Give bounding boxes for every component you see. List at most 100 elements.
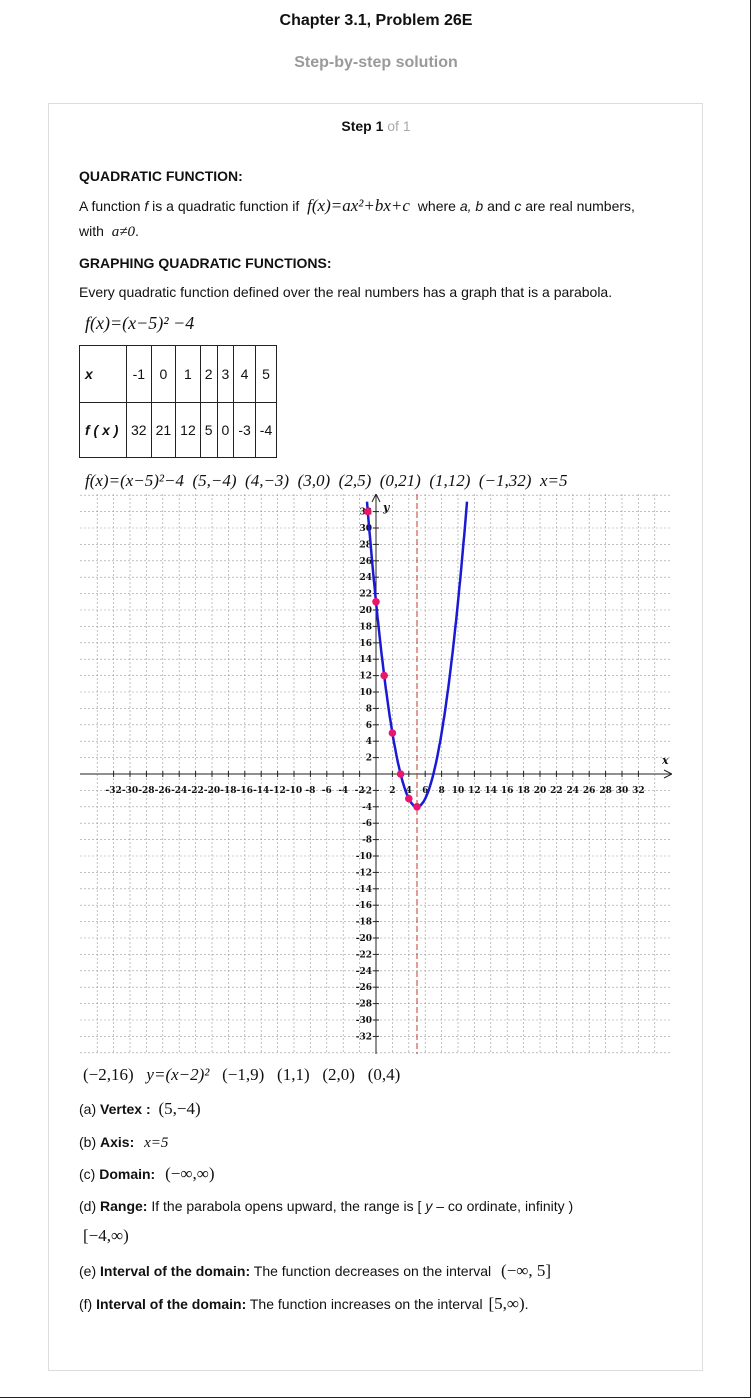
- range-text-y: y: [425, 1198, 433, 1214]
- answer-text: The function increases on the interval: [249, 1296, 483, 1312]
- answer-decreasing: (e) Interval of the domain: The function…: [79, 1262, 551, 1280]
- x-tick-label: -6: [322, 786, 332, 796]
- x-tick-label: -14: [253, 786, 269, 796]
- solution-card: [48, 103, 703, 1371]
- y-tick-label: -14: [356, 885, 372, 895]
- answer-prefix: (b): [79, 1134, 97, 1150]
- answer-prefix: (e): [79, 1263, 97, 1279]
- values-table: x -1 0 1 2 3 4 5 f ( x ) 32 21 12 5 0 -3…: [79, 345, 278, 458]
- table-cell: 5: [254, 345, 278, 403]
- caption-axis: x=5: [539, 471, 568, 490]
- answer-value: [5,∞): [488, 1294, 525, 1313]
- table-cell: 0: [150, 345, 177, 403]
- table-cell: 21: [150, 402, 177, 458]
- answer-prefix: (f): [79, 1296, 93, 1312]
- data-point: [405, 794, 413, 803]
- caption-point: (−1,9): [222, 1065, 265, 1084]
- heading-quadratic-function: QUADRATIC FUNCTION:: [79, 168, 243, 184]
- answer-label: Interval of the domain:: [100, 1263, 251, 1279]
- caption-point: (2,0): [322, 1065, 355, 1084]
- y-tick-label: 16: [359, 639, 372, 649]
- data-point: [396, 770, 405, 778]
- parabola-graph: -32 -30 -28 -26 -24 -22 -20 -18 -16 -14 -12 -10 -8 -6…: [80, 494, 672, 1054]
- y-tick-label: -20: [356, 934, 372, 944]
- definition-line-1: A function f is a quadratic function if …: [79, 197, 635, 215]
- parabola-curve: [365, 501, 469, 809]
- x-tick-label: 6: [422, 786, 428, 796]
- answer-prefix: (a): [79, 1101, 97, 1117]
- range-text: If the parabola opens upward, the range …: [151, 1198, 422, 1214]
- definition-and: and: [487, 198, 511, 214]
- heading-graphing: GRAPHING QUADRATIC FUNCTIONS:: [79, 255, 332, 271]
- x-tick-label: -2: [355, 786, 365, 796]
- answer-prefix: (d): [79, 1198, 97, 1214]
- x-tick-label: -16: [237, 786, 253, 796]
- data-point: [372, 598, 380, 606]
- answer-label: Interval of the domain:: [96, 1296, 247, 1312]
- y-tick-label: -26: [356, 983, 372, 993]
- y-tick-label: 24: [359, 573, 372, 583]
- x-tick-label: -20: [204, 786, 220, 796]
- range-text-2: – co ordinate, infinity ): [436, 1198, 574, 1214]
- definition-vars: a, b: [459, 198, 484, 214]
- general-form-formula: f(x)=ax²+bx+c: [307, 196, 410, 215]
- caption-point: (4,−3): [245, 471, 290, 490]
- solution-subtitle: Step-by-step solution: [294, 54, 458, 71]
- x-tick-label: 14: [485, 786, 498, 796]
- answer-range: (d) Range: If the parabola opens upward,…: [79, 1197, 573, 1215]
- y-tick-label: 2: [366, 754, 372, 764]
- graph-caption: f(x)=(x−5)²−4 (5,−4) (4,−3) (3,0) (2,5) …: [85, 472, 567, 490]
- table-cell: 5: [199, 402, 218, 458]
- definition-text: A function: [79, 198, 141, 214]
- answer-label: Range:: [100, 1198, 148, 1214]
- x-tick-label: -30: [122, 786, 138, 796]
- table-header-x: x: [79, 345, 127, 403]
- chapter-title: Chapter 3.1, Problem 26E: [279, 12, 473, 29]
- caption-point: (5,−4): [192, 471, 237, 490]
- table-row: x -1 0 1 2 3 4 5: [79, 345, 278, 403]
- x-tick-label: -24: [171, 786, 187, 796]
- y-tick-label: -30: [356, 1016, 372, 1026]
- answer-label: Vertex :: [100, 1101, 151, 1117]
- definition-end: are real numbers,: [525, 198, 635, 214]
- x-tick-label: -26: [155, 786, 171, 796]
- table-cell: 3: [216, 345, 235, 403]
- table-cell: 2: [199, 345, 218, 403]
- answer-value: (−∞,∞): [165, 1164, 215, 1183]
- x-axis-arrow: [663, 769, 672, 779]
- definition-with: with: [79, 223, 104, 239]
- range-value: [−4,∞): [83, 1226, 129, 1245]
- caption-point: (−2,16): [83, 1065, 134, 1084]
- x-tick-label: 2: [389, 786, 395, 796]
- y-tick-label: 18: [359, 622, 372, 632]
- y-tick-label: 26: [359, 557, 372, 567]
- bottom-caption: (−2,16) y=(x−2)² (−1,9) (1,1) (2,0) (0,4…: [83, 1066, 400, 1084]
- table-cell: 12: [175, 402, 201, 458]
- x-tick-label: 28: [599, 786, 612, 796]
- step-total: of 1: [387, 118, 411, 134]
- definition-c: c: [514, 198, 522, 214]
- y-tick-label: -6: [362, 819, 372, 829]
- y-tick-label: -2: [362, 786, 372, 796]
- caption-point: (1,1): [277, 1065, 310, 1084]
- x-tick-label: 8: [438, 786, 444, 796]
- x-tick-label: 32: [632, 786, 645, 796]
- y-tick-label: 8: [366, 704, 372, 714]
- answer-label: Domain:: [99, 1166, 156, 1182]
- caption-point: (0,21): [379, 471, 421, 490]
- function-formula: f(x)=(x−5)² −4: [85, 313, 195, 333]
- x-tick-label: 12: [468, 786, 481, 796]
- answer-value: (−∞, 5]: [501, 1261, 552, 1280]
- y-tick-label: 10: [359, 688, 372, 698]
- caption-point: (0,4): [367, 1065, 401, 1084]
- answer-label: Axis:: [100, 1134, 135, 1150]
- y-tick-label: -18: [356, 918, 372, 928]
- x-tick-label: -8: [305, 786, 315, 796]
- table-cell: 4: [233, 345, 256, 403]
- x-tick-label: -12: [269, 786, 285, 796]
- answer-prefix: (c): [79, 1166, 96, 1182]
- x-tick-label: 18: [517, 786, 530, 796]
- y-tick-label: -28: [356, 1000, 372, 1010]
- x-tick-label: 30: [616, 786, 629, 796]
- y-tick-label: -22: [356, 950, 372, 960]
